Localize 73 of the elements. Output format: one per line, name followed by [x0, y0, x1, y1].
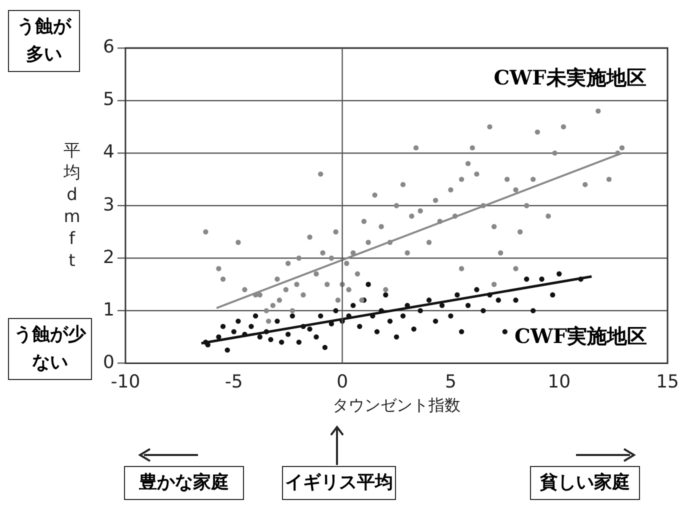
y-axis-title: 平均dmft	[62, 140, 82, 272]
point	[300, 324, 306, 330]
point	[480, 308, 486, 314]
point	[465, 302, 471, 308]
x-tick-label: 10	[548, 372, 571, 393]
x-tick-label: -5	[224, 372, 243, 393]
point	[278, 340, 284, 345]
point	[333, 308, 338, 314]
point	[322, 344, 328, 350]
y-tick-label: 6	[103, 36, 114, 58]
x-tick-label: 15	[656, 372, 679, 393]
text: 豊かな家庭	[124, 466, 244, 500]
point	[257, 334, 262, 340]
point	[418, 308, 423, 314]
point	[474, 287, 480, 292]
point	[220, 324, 226, 330]
y-tick-label: 2	[103, 246, 114, 268]
point	[366, 282, 371, 287]
point	[454, 292, 460, 298]
point	[290, 313, 296, 319]
point	[307, 326, 312, 332]
point	[556, 271, 562, 276]
point	[242, 332, 248, 337]
point	[496, 298, 502, 303]
point	[268, 336, 274, 342]
y-tick-label: 3	[103, 194, 114, 216]
point	[539, 276, 544, 282]
point	[350, 302, 356, 308]
point	[513, 298, 518, 303]
series-label: CWF実施地区	[514, 324, 648, 348]
x-tick-label: -10	[110, 372, 140, 393]
point	[236, 318, 241, 324]
x-tick-label: 0	[336, 372, 348, 393]
y-tick-label: 5	[103, 89, 114, 110]
point	[285, 332, 291, 337]
point	[439, 302, 445, 308]
point	[432, 318, 438, 324]
point	[383, 292, 388, 298]
point	[264, 329, 269, 334]
point	[502, 329, 508, 334]
point	[524, 276, 530, 282]
point	[248, 324, 254, 330]
point	[318, 313, 324, 319]
point	[274, 318, 280, 324]
point	[394, 334, 400, 340]
point	[578, 276, 584, 282]
y-tick-label: 4	[103, 142, 114, 163]
point	[400, 313, 406, 319]
point	[448, 313, 454, 319]
point	[314, 334, 319, 340]
point	[426, 298, 432, 303]
point	[357, 324, 362, 330]
y-tick-label: 1	[103, 299, 114, 320]
y-tick-label: 0	[103, 352, 114, 373]
text: 貧しい家庭	[530, 466, 640, 500]
point	[252, 313, 258, 319]
point	[216, 334, 222, 340]
point	[550, 292, 556, 298]
point	[374, 329, 380, 334]
point	[296, 340, 302, 345]
x-tick-label: 5	[444, 372, 456, 393]
point	[224, 347, 230, 353]
point	[411, 326, 416, 332]
text: イギリス平均	[282, 466, 396, 500]
text: う蝕が少ない	[8, 318, 92, 380]
x-axis-title: タウンゼント指数	[332, 396, 460, 415]
point	[530, 308, 536, 314]
text: う蝕が多い	[8, 10, 80, 72]
point	[458, 329, 464, 334]
point	[231, 329, 236, 334]
series-label: CWF未実施地区	[494, 66, 646, 90]
point	[387, 318, 393, 324]
point	[487, 292, 492, 298]
